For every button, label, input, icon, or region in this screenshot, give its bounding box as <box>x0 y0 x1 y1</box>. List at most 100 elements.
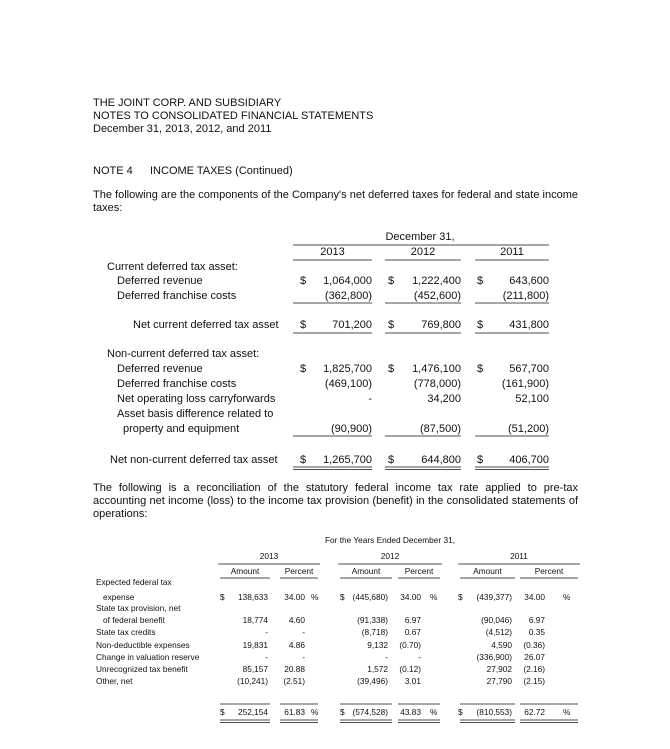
cell: 34.00 <box>524 592 545 602</box>
cell: $ <box>220 592 225 602</box>
year-header: 2012 <box>381 551 400 561</box>
cell: 19,831 <box>243 640 269 650</box>
cell: (452,600) <box>414 290 461 302</box>
row-label: property and equipment <box>123 423 239 435</box>
cell: 406,700 <box>509 454 549 466</box>
cell: % <box>430 592 438 602</box>
cell: (2.51) <box>283 676 305 686</box>
cell: (4,512) <box>486 627 513 637</box>
sub-header: Amount <box>231 566 260 576</box>
cell: $ <box>458 592 463 602</box>
cell: 1,064,000 <box>323 275 372 287</box>
cell: 1,476,100 <box>412 363 461 375</box>
year-header: 2011 <box>510 551 528 561</box>
cell: 3.01 <box>405 676 422 686</box>
row-label: Net current deferred tax asset <box>133 319 279 331</box>
sub-header: Percent <box>405 566 434 576</box>
cell: 85,157 <box>243 664 269 674</box>
cell: (90,900) <box>331 423 372 435</box>
cell: $ <box>300 454 306 466</box>
cell: 4.60 <box>289 615 306 625</box>
cell: (0.70) <box>399 640 421 650</box>
year-header: 2013 <box>320 246 344 258</box>
cell: - <box>385 652 388 662</box>
cell: % <box>563 592 571 602</box>
note-number: NOTE 4 <box>93 165 133 177</box>
header-line: NOTES TO CONSOLIDATED FINANCIAL STATEMEN… <box>93 110 374 122</box>
cell: % <box>430 707 438 717</box>
sub-header: Amount <box>473 566 502 576</box>
row-label: Deferred franchise costs <box>117 290 237 302</box>
year-header: 2011 <box>500 246 524 258</box>
header-line: December 31, 2013, 2012, and 2011 <box>93 123 272 135</box>
cell: - <box>302 627 305 637</box>
cell: % <box>311 592 319 602</box>
cell: 20.88 <box>284 664 305 674</box>
cell: (810,553) <box>476 707 512 717</box>
sub-header: Amount <box>352 566 381 576</box>
cell: $ <box>477 319 483 331</box>
cell: (8,718) <box>362 627 389 637</box>
paragraph: The following are the components of the … <box>93 189 578 214</box>
cell: % <box>311 707 319 717</box>
cell: (39,496) <box>357 676 388 686</box>
cell: (10,241) <box>237 676 268 686</box>
sub-header: Percent <box>535 566 564 576</box>
cell: $ <box>388 363 394 375</box>
cell: (362,800) <box>325 290 372 302</box>
cell: 643,600 <box>509 275 549 287</box>
cell: (778,000) <box>414 378 461 390</box>
row-label: Expected federal tax <box>96 577 172 587</box>
cell: (87,500) <box>420 423 461 435</box>
cell: 1,222,400 <box>412 275 461 287</box>
paragraph: The following is a reconciliation of the… <box>93 482 578 520</box>
group-header: December 31, <box>385 231 454 243</box>
group-header: For the Years Ended December 31, <box>325 535 455 545</box>
cell: $ <box>458 707 463 717</box>
cell: $ <box>340 707 345 717</box>
cell: $ <box>220 707 225 717</box>
row-label: Unrecognized tax benefit <box>96 664 188 674</box>
cell: 27,790 <box>487 676 513 686</box>
row-label: Non-deductible expenses <box>96 640 190 650</box>
cell: 0.67 <box>405 627 422 637</box>
cell: 1,825,700 <box>323 363 372 375</box>
cell: 431,800 <box>509 319 549 331</box>
cell: (2.16) <box>523 664 545 674</box>
cell: - <box>302 652 305 662</box>
cell: $ <box>477 454 483 466</box>
cell: (574,528) <box>352 707 388 717</box>
cell: 62.72 <box>524 707 545 717</box>
cell: 769,800 <box>421 319 461 331</box>
cell: 6.97 <box>529 615 546 625</box>
cell: (2.15) <box>523 676 545 686</box>
row-label: Deferred revenue <box>117 275 203 287</box>
cell: - <box>368 393 372 405</box>
cell: (0.36) <box>523 640 545 650</box>
cell: $ <box>300 319 306 331</box>
cell: 1,265,700 <box>323 454 372 466</box>
cell: 701,200 <box>332 319 372 331</box>
row-label: Deferred franchise costs <box>117 378 237 390</box>
cell: $ <box>300 363 306 375</box>
cell: $ <box>388 275 394 287</box>
row-label: Non-current deferred tax asset: <box>107 348 259 360</box>
cell: 138,633 <box>238 592 268 602</box>
row-label: of federal benefit <box>103 615 166 625</box>
cell: - <box>265 652 268 662</box>
cell: 0.35 <box>529 627 546 637</box>
cell: (336,900) <box>476 652 512 662</box>
cell: (161,900) <box>502 378 549 390</box>
cell: 4.86 <box>289 640 306 650</box>
cell: 4,590 <box>491 640 512 650</box>
cell: 52,100 <box>515 393 549 405</box>
cell: 43.83 <box>400 707 421 717</box>
cell: 9,132 <box>367 640 388 650</box>
cell: (439,377) <box>476 592 512 602</box>
cell: (469,100) <box>325 378 372 390</box>
cell: 26.07 <box>524 652 545 662</box>
cell: (445,680) <box>352 592 388 602</box>
cell: 34.00 <box>284 592 305 602</box>
